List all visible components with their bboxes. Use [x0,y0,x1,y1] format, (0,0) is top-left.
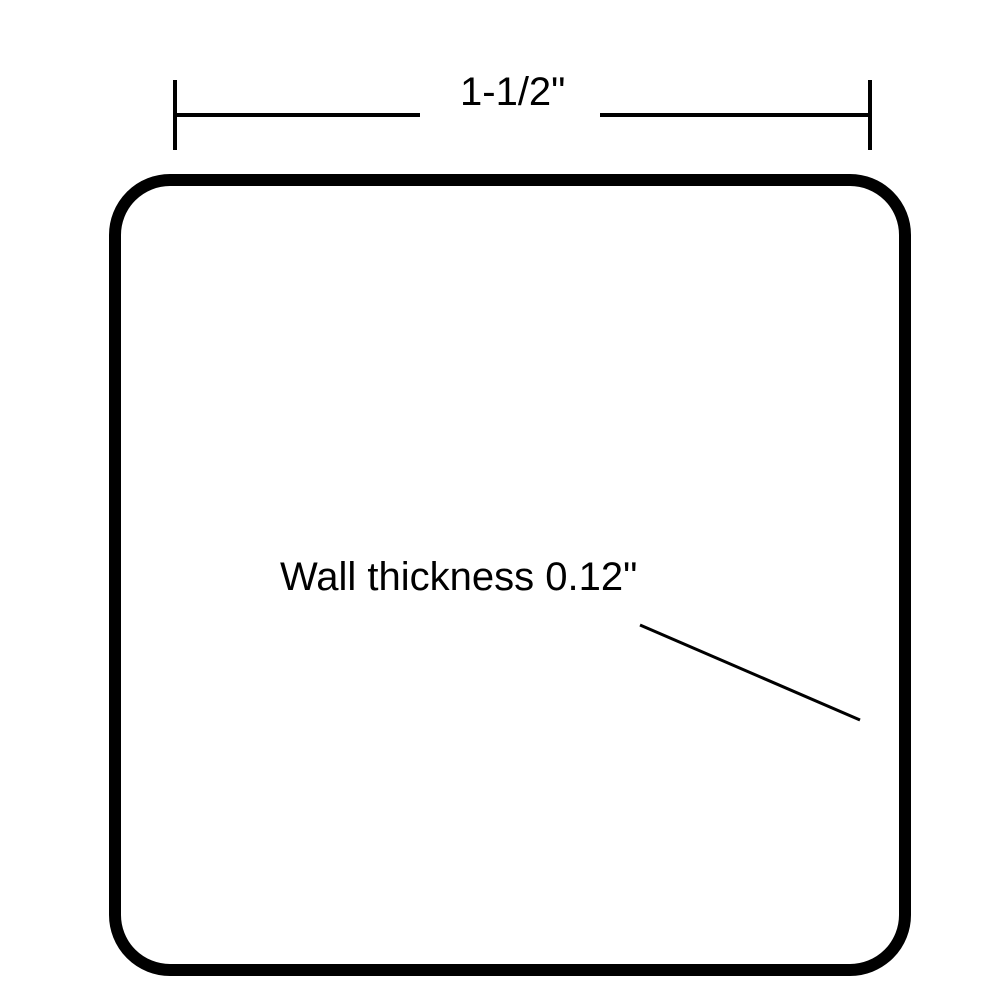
wall-thickness-leader [640,625,860,720]
dimension-label: 1-1/2" [460,70,565,115]
drawing-canvas [0,0,1000,1000]
wall-thickness-label: Wall thickness 0.12" [280,555,637,600]
